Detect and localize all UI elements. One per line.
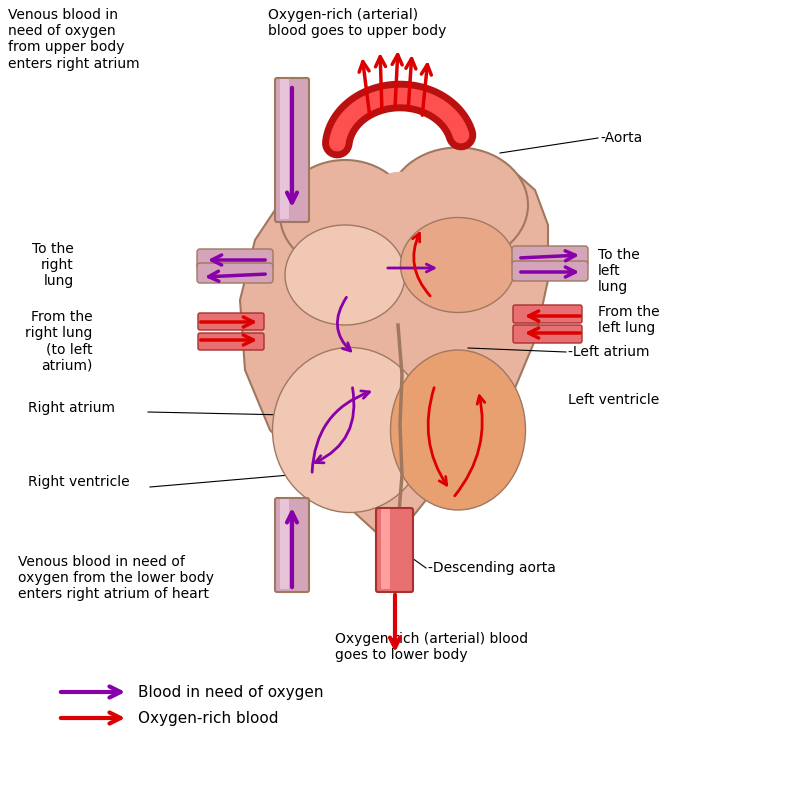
Text: -Descending aorta: -Descending aorta <box>428 561 556 575</box>
FancyBboxPatch shape <box>381 509 390 589</box>
Text: Oxygen-rich (arterial) blood
goes to lower body: Oxygen-rich (arterial) blood goes to low… <box>335 632 528 662</box>
Ellipse shape <box>285 225 405 325</box>
Ellipse shape <box>280 160 410 270</box>
Text: -Aorta: -Aorta <box>600 131 642 145</box>
FancyBboxPatch shape <box>513 325 582 343</box>
FancyBboxPatch shape <box>512 246 588 266</box>
Polygon shape <box>240 158 548 545</box>
Ellipse shape <box>360 172 440 257</box>
Text: To the
left
lung: To the left lung <box>598 248 640 295</box>
Text: From the
right lung
(to left
atrium): From the right lung (to left atrium) <box>25 310 92 372</box>
Text: From the
left lung: From the left lung <box>598 305 660 335</box>
FancyBboxPatch shape <box>513 305 582 323</box>
Text: Right ventricle: Right ventricle <box>28 475 130 489</box>
FancyBboxPatch shape <box>275 78 309 222</box>
FancyBboxPatch shape <box>198 313 264 330</box>
FancyBboxPatch shape <box>197 263 273 283</box>
Ellipse shape <box>401 218 515 312</box>
FancyBboxPatch shape <box>198 333 264 350</box>
Text: Right atrium: Right atrium <box>28 401 115 415</box>
FancyBboxPatch shape <box>280 499 289 589</box>
FancyBboxPatch shape <box>512 261 588 281</box>
FancyBboxPatch shape <box>275 498 309 592</box>
Text: Oxygen-rich blood: Oxygen-rich blood <box>138 710 278 726</box>
Text: Left ventricle: Left ventricle <box>568 393 659 407</box>
Text: Venous blood in
need of oxygen
from upper body
enters right atrium: Venous blood in need of oxygen from uppe… <box>8 8 140 70</box>
Text: Venous blood in need of
oxygen from the lower body
enters right atrium of heart: Venous blood in need of oxygen from the … <box>18 555 214 602</box>
Ellipse shape <box>273 348 427 513</box>
FancyBboxPatch shape <box>197 249 273 269</box>
Text: Blood in need of oxygen: Blood in need of oxygen <box>138 685 323 699</box>
Text: -Left atrium: -Left atrium <box>568 345 650 359</box>
FancyBboxPatch shape <box>280 79 289 219</box>
Text: Oxygen-rich (arterial)
blood goes to upper body: Oxygen-rich (arterial) blood goes to upp… <box>268 8 446 38</box>
Ellipse shape <box>388 147 528 263</box>
Ellipse shape <box>390 350 526 510</box>
Text: To the
right
lung: To the right lung <box>32 242 74 288</box>
FancyBboxPatch shape <box>376 508 413 592</box>
